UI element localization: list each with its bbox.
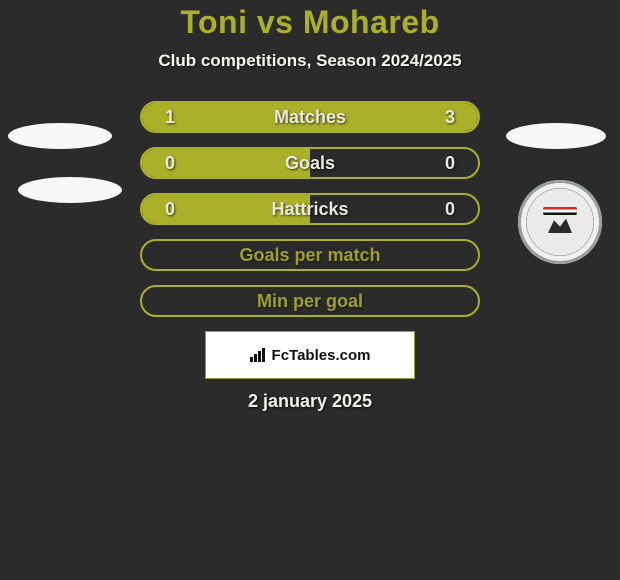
stat-right-value: 3 [440, 107, 460, 128]
date-label: 2 january 2025 [0, 391, 620, 412]
stat-row-hattricks: 0 Hattricks 0 [140, 193, 480, 225]
flag-icon [543, 207, 577, 215]
stat-label: Goals per match [239, 245, 380, 266]
stat-right-value: 0 [440, 153, 460, 174]
page-title: Toni vs Mohareb [0, 4, 620, 41]
stat-left-value: 1 [160, 107, 180, 128]
stat-left-value: 0 [160, 199, 180, 220]
club-crest-right [518, 180, 602, 264]
stat-label: Goals [285, 153, 335, 174]
stat-row-matches: 1 Matches 3 [140, 101, 480, 133]
player-badge-left-2 [18, 177, 122, 203]
club-crest-inner [537, 199, 583, 245]
stat-row-goals: 0 Goals 0 [140, 147, 480, 179]
player-badge-left-1 [8, 123, 112, 149]
page-subtitle: Club competitions, Season 2024/2025 [0, 51, 620, 71]
stat-label: Hattricks [271, 199, 348, 220]
stat-label: Matches [274, 107, 346, 128]
stat-label: Min per goal [257, 291, 363, 312]
stat-row-min-per-goal: Min per goal [140, 285, 480, 317]
branding-link[interactable]: FcTables.com [205, 331, 415, 379]
handshake-icon [545, 217, 575, 233]
stat-left-value: 0 [160, 153, 180, 174]
bar-chart-icon [250, 348, 268, 362]
player-badge-right-1 [506, 123, 606, 149]
branding-text: FcTables.com [272, 347, 371, 364]
stat-row-goals-per-match: Goals per match [140, 239, 480, 271]
stat-right-value: 0 [440, 199, 460, 220]
